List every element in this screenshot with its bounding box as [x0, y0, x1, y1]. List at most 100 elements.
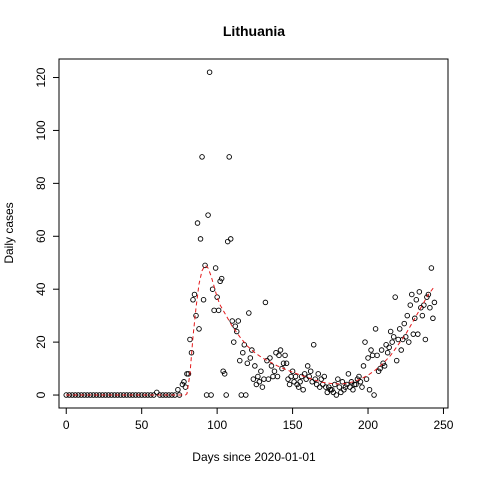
scatter-point: [194, 220, 201, 226]
y-tick-label: 20: [34, 335, 48, 349]
scatter-point: [381, 363, 388, 369]
scatter-point: [226, 154, 232, 160]
scatter-point: [304, 363, 311, 369]
scatter-point: [271, 368, 278, 374]
x-tick-label: 50: [135, 418, 149, 432]
scatter-point: [252, 363, 258, 369]
scatter-point: [365, 355, 371, 361]
scatter-point: [265, 376, 272, 382]
scatter-point: [427, 304, 433, 311]
scatter-point: [295, 384, 302, 390]
scatter-point: [185, 371, 192, 377]
scatter-point: [282, 352, 288, 359]
scatter-point: [374, 352, 380, 359]
scatter-point: [208, 392, 214, 398]
x-tick-label: 0: [63, 418, 70, 432]
scatter-point: [250, 376, 257, 382]
scatter-point: [351, 381, 358, 388]
scatter-point: [312, 376, 318, 382]
y-tick-label: 40: [34, 282, 48, 296]
scatter-point: [300, 386, 306, 393]
x-tick-label: 200: [358, 418, 378, 432]
scatter-point: [262, 299, 269, 306]
scatter-point: [393, 357, 400, 364]
scatter-point: [200, 297, 207, 303]
scatter-point: [350, 386, 356, 393]
scatter-point: [357, 379, 364, 385]
scatter-point: [315, 371, 321, 377]
scatter-point: [359, 384, 365, 390]
scatter-point: [409, 291, 415, 298]
scatter-point: [396, 326, 403, 332]
scatter-point: [372, 326, 379, 332]
scatter-point: [392, 294, 398, 300]
scatter-point: [378, 347, 385, 353]
scatter-point: [416, 289, 423, 295]
scatter-point: [232, 323, 238, 329]
scatter-point: [217, 278, 223, 285]
scatter-point: [323, 384, 329, 390]
scatter-point: [363, 376, 370, 382]
scatter-point: [215, 307, 222, 314]
scatter-point: [199, 154, 205, 160]
scatter-point: [336, 384, 343, 390]
scatter-point: [345, 371, 352, 377]
y-tick-label: 120: [34, 67, 48, 87]
scatter-point: [229, 318, 235, 324]
scatter-point: [362, 339, 368, 345]
scatter-point: [419, 312, 426, 319]
scatter-point: [297, 379, 303, 385]
line-layer: [66, 264, 435, 396]
x-tick-label: 150: [283, 418, 303, 432]
scatter-point: [187, 336, 193, 343]
y-tick-label: 0: [34, 391, 48, 398]
scatter-point: [333, 392, 340, 398]
y-tick-label: 100: [34, 120, 48, 140]
scatter-point: [267, 355, 273, 361]
scatter-point: [366, 386, 373, 393]
scatter-point: [223, 392, 229, 398]
scatter-point: [406, 339, 412, 345]
scatter-point: [422, 336, 429, 343]
scatter-point: [356, 373, 362, 380]
scatter-point: [247, 355, 254, 361]
scatter-point: [191, 291, 198, 298]
scatter-point: [190, 297, 196, 303]
scatter-point: [404, 312, 411, 319]
scatter-point: [184, 371, 190, 377]
x-tick-label: 250: [433, 418, 453, 432]
scatter-point: [212, 265, 219, 271]
scatter-point: [72, 392, 79, 398]
scatter-point: [268, 363, 275, 369]
scatter-point: [277, 347, 284, 353]
scatter-point: [286, 381, 293, 388]
scatter-point: [430, 315, 436, 322]
scatter-point: [237, 357, 243, 364]
scatter-point: [246, 310, 252, 316]
scatter-point: [280, 360, 287, 367]
scatter-point: [202, 262, 208, 269]
scatter-point: [93, 392, 100, 398]
scatter-point: [424, 294, 430, 300]
scatter-point: [283, 360, 290, 367]
scatter-point: [227, 236, 234, 242]
scatter-point: [214, 294, 220, 300]
scatter-point: [401, 320, 407, 327]
scatter-point: [218, 275, 225, 282]
scatter-point: [329, 386, 335, 393]
scatter-point: [249, 347, 255, 353]
scatter-point: [209, 286, 216, 292]
scatter-point: [274, 373, 281, 380]
scatter-point: [255, 373, 261, 380]
scatter-point: [243, 392, 249, 398]
scatter-point: [175, 386, 181, 393]
y-axis: 0 20 40 60 80 100 120: [34, 67, 59, 398]
scatter-point: [407, 302, 414, 308]
series-layer: [63, 69, 438, 398]
x-axis-label: Days since 2020-01-01: [192, 450, 316, 464]
scatter-point: [193, 312, 199, 319]
scatter-point: [371, 392, 377, 398]
scatter-point: [341, 386, 347, 393]
scatter-point: [196, 326, 202, 332]
